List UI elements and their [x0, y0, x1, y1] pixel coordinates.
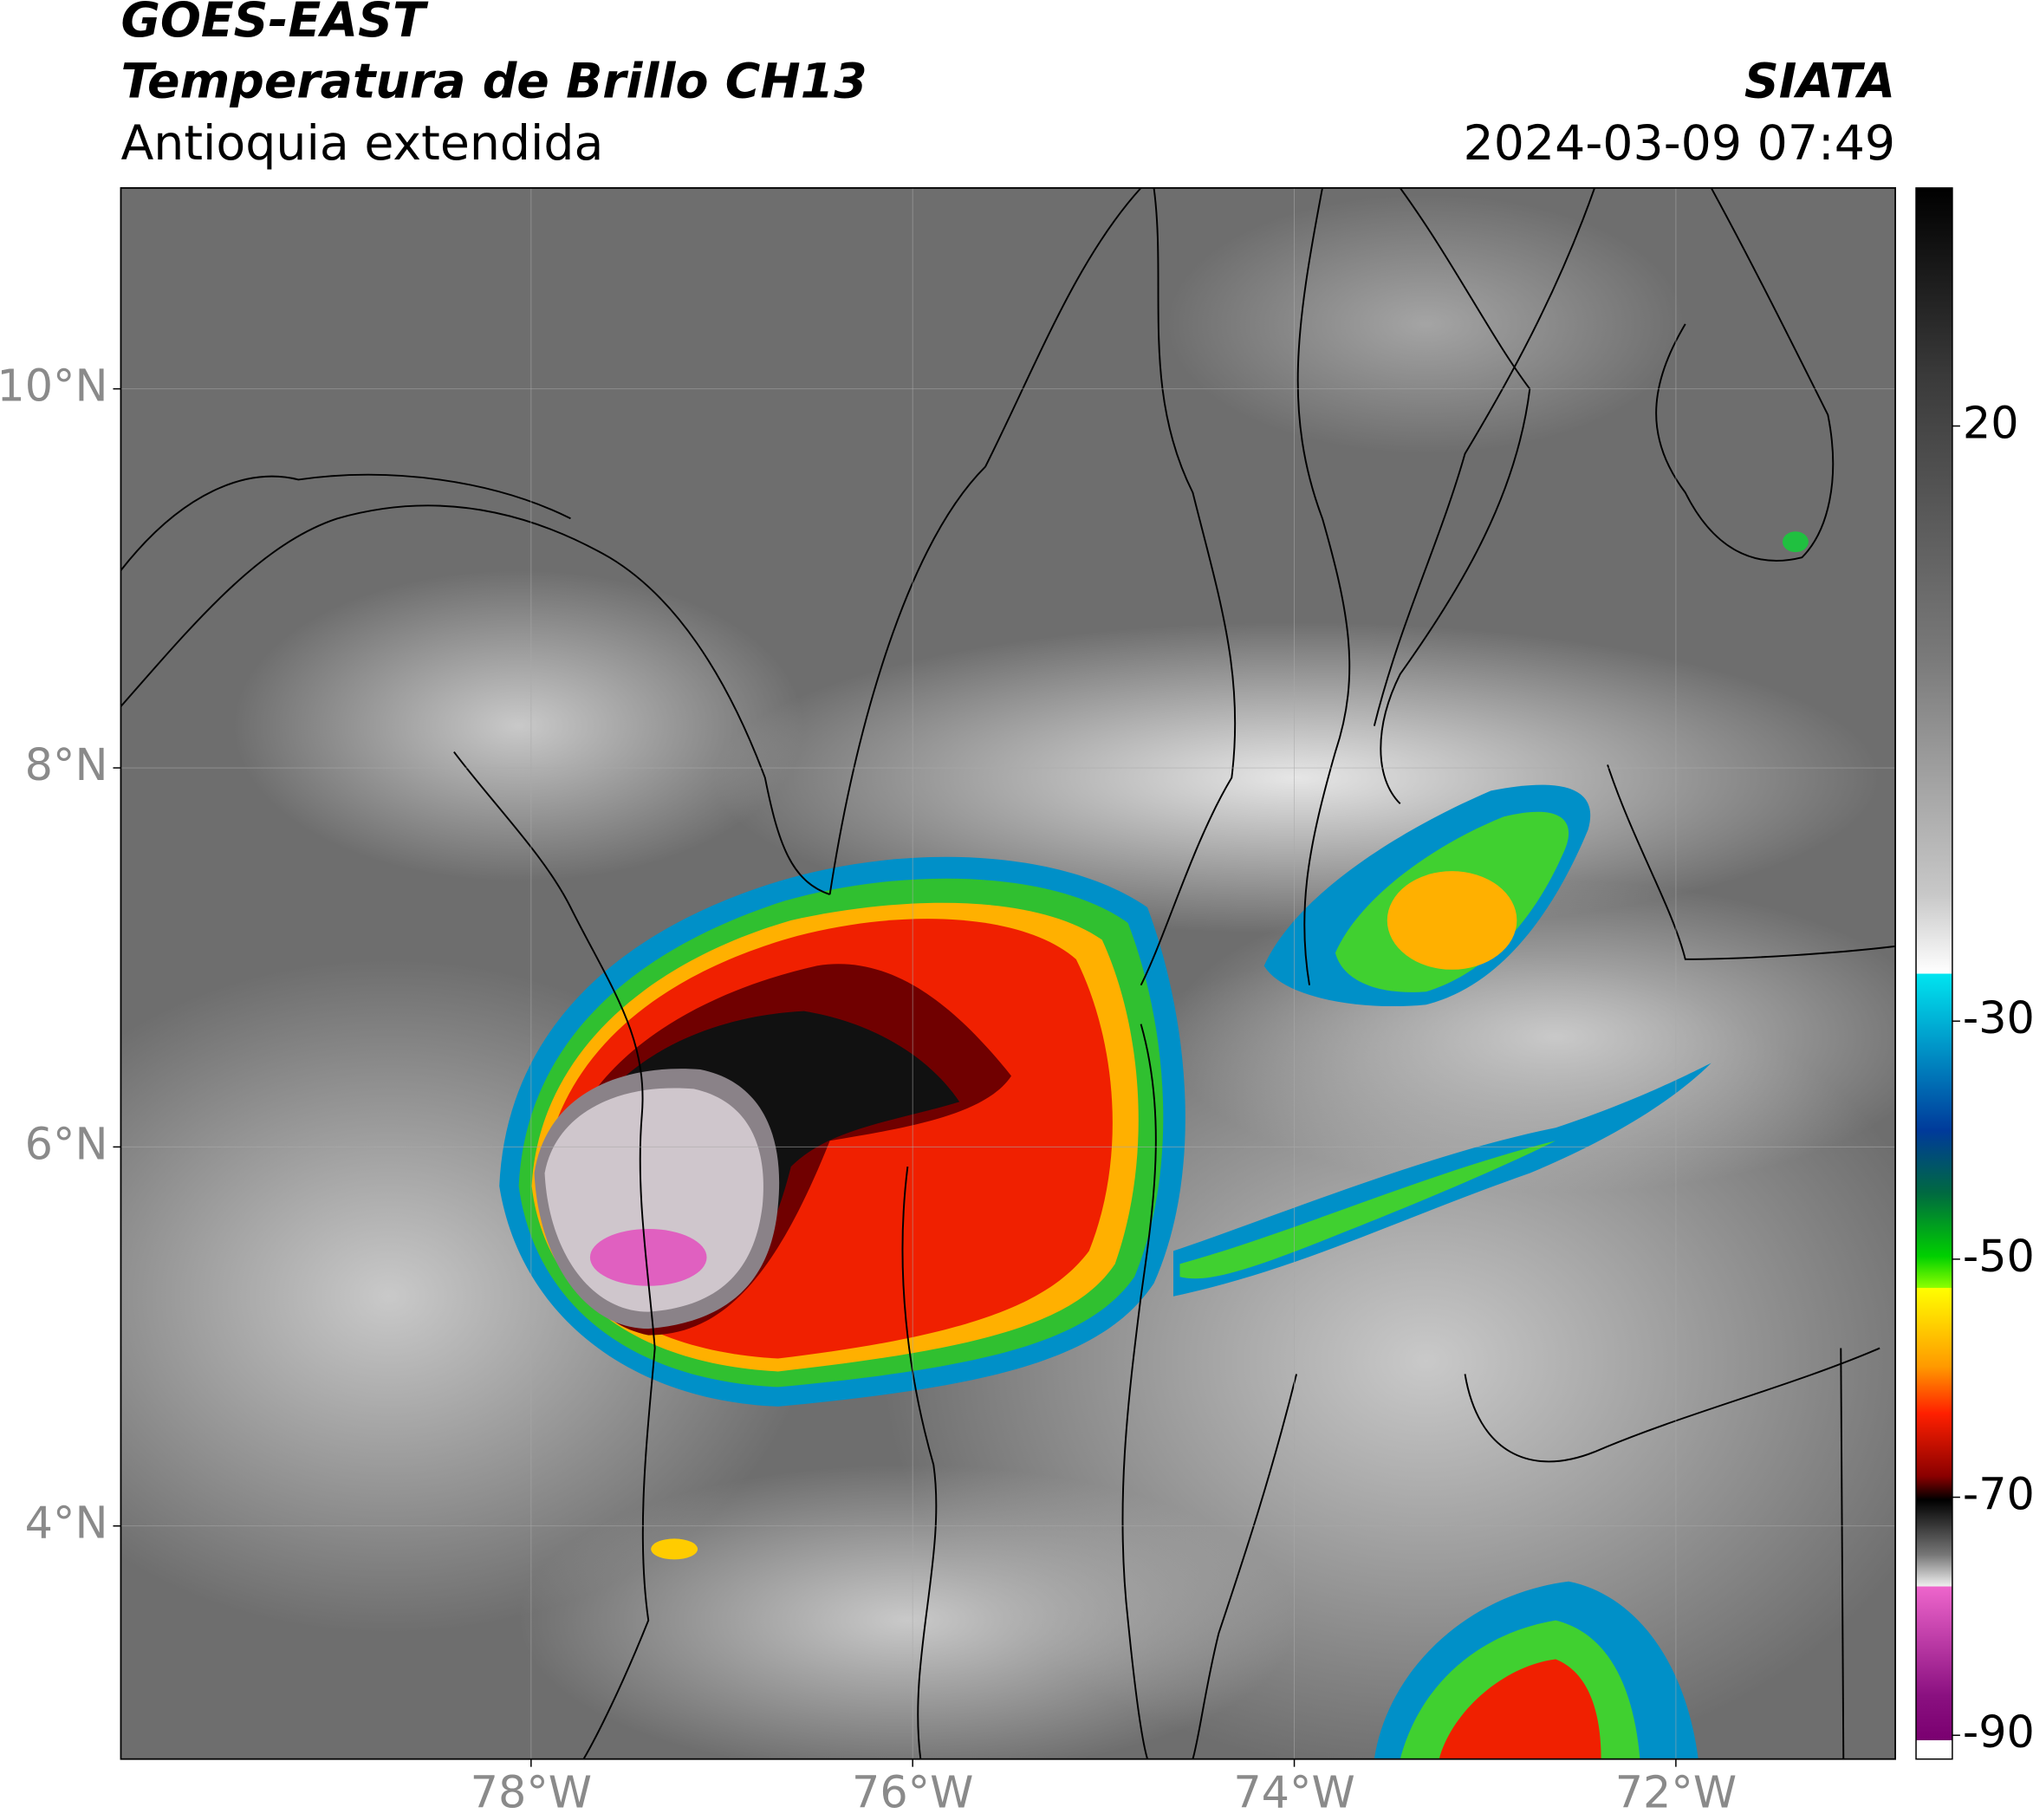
product: Temperatura de Brillo CH13: [120, 54, 867, 109]
satellite: GOES-EAST: [120, 0, 429, 49]
region: Antioquia extendida: [120, 116, 603, 172]
y-tick-label: 4°N: [25, 1498, 108, 1549]
source: SIATA: [1744, 54, 1895, 109]
colorbar: [1915, 187, 1953, 1760]
map-frame: [120, 186, 1896, 1760]
colorbar-tick-label: -90: [1963, 1706, 2033, 1758]
x-tick-label: 76°W: [852, 1767, 973, 1818]
colorbar-tick-label: -50: [1963, 1231, 2033, 1282]
y-tick-label: 6°N: [25, 1118, 108, 1169]
colorbar-tick-label: -70: [1963, 1469, 2033, 1520]
satellite-image: [120, 187, 1896, 1759]
x-tick-label: 74°W: [1233, 1767, 1354, 1818]
datetime: 2024-03-09 07:49: [1464, 116, 1896, 172]
colorbar-tick-label: -30: [1963, 992, 2033, 1043]
x-tick-label: 72°W: [1615, 1767, 1737, 1818]
x-tick-label: 78°W: [471, 1767, 592, 1818]
y-tick-label: 10°N: [0, 361, 107, 412]
colorbar-tick-label: 20: [1963, 398, 2019, 449]
y-tick-label: 8°N: [25, 739, 108, 790]
